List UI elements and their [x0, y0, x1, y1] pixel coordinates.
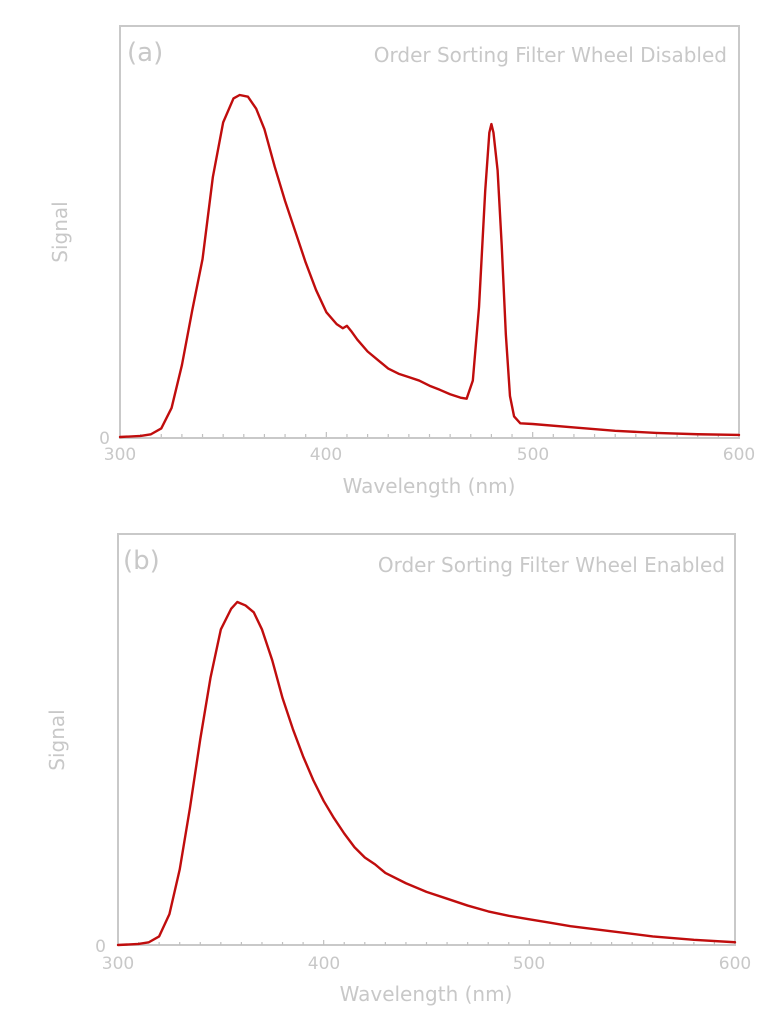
x-tick-label-b-300: 300	[102, 954, 134, 974]
y-tick-label-a-0: 0	[99, 429, 110, 449]
x-tick-label-b-600: 600	[719, 954, 751, 974]
x-tick-label-b-400: 400	[308, 954, 340, 974]
panel-title-a: Order Sorting Filter Wheel Disabled	[374, 43, 727, 67]
y-axis-label-b: Signal	[45, 709, 69, 770]
y-axis-label-a: Signal	[48, 201, 72, 262]
x-tick-label-a-600: 600	[723, 445, 755, 465]
y-tick-label-b-0: 0	[95, 937, 106, 957]
panel-b: (b) Order Sorting Filter Wheel Enabled S…	[45, 533, 751, 1006]
panel-a: (a) Order Sorting Filter Wheel Disabled …	[48, 25, 755, 498]
x-axis-label-b: Wavelength (nm)	[340, 982, 513, 1006]
x-tick-label-a-300: 300	[104, 445, 136, 465]
plot-frame-a	[119, 25, 740, 439]
plot-frame-b	[117, 533, 736, 946]
x-tick-label-b-500: 500	[513, 954, 545, 974]
spectrum-line-b	[116, 600, 737, 947]
panel-label-b: (b)	[123, 546, 160, 576]
panel-label-a: (a)	[127, 38, 163, 68]
spectrum-line-a	[118, 93, 741, 439]
minor-ticks-b	[137, 940, 716, 945]
panel-title-b: Order Sorting Filter Wheel Enabled	[378, 553, 725, 577]
x-axis-label-a: Wavelength (nm)	[343, 474, 516, 498]
x-tick-label-a-400: 400	[310, 445, 342, 465]
x-tick-label-a-500: 500	[517, 445, 549, 465]
